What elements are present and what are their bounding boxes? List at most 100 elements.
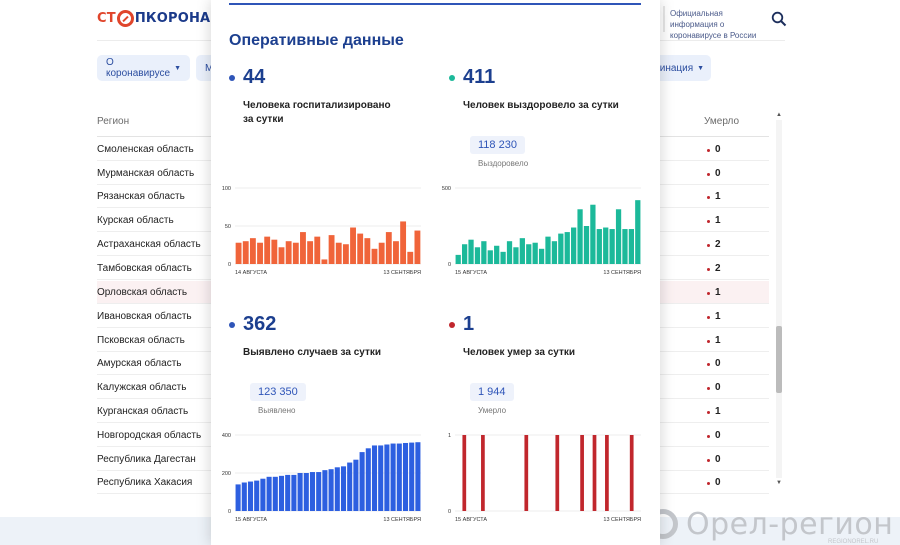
bar [309, 472, 316, 511]
logo-part1: СТ [97, 10, 116, 26]
region-name: Орловская область [97, 287, 188, 298]
table-scrollbar[interactable]: ▲ ▼ [774, 110, 784, 488]
region-name: Новгородская область [97, 430, 202, 441]
bar [260, 478, 266, 511]
died-value: 1 [715, 215, 721, 226]
header-info-text[interactable]: Официальная информация о коронавирусе в … [670, 9, 757, 40]
died-value: 0 [715, 358, 721, 369]
operational-data-panel: Оперативные данные 44 Человека госпитали… [211, 0, 660, 545]
died-value: 0 [715, 454, 721, 465]
column-header-region[interactable]: Регион [97, 116, 130, 127]
died-value: 0 [715, 430, 721, 441]
hospitalized-chart: 0 50 100 14 АВГУСТА 13 СЕНТЯБРЯ [222, 182, 433, 286]
chart-svg: 0 50 100 14 АВГУСТА 13 СЕНТЯБРЯ [222, 186, 421, 276]
y-tick-label: 500 [442, 186, 451, 192]
column-header-died[interactable]: Умерло [704, 116, 740, 127]
logo-part2: ПКОРОНАВИ [134, 10, 232, 26]
bar [271, 239, 278, 264]
died-value: 1 [715, 287, 721, 298]
scroll-track[interactable] [776, 120, 782, 478]
died-value: 1 [715, 406, 721, 417]
bar [384, 444, 390, 511]
cases-total-label: Выявлено [258, 406, 296, 415]
scroll-up-icon[interactable]: ▲ [776, 112, 782, 118]
status-dot [707, 244, 710, 247]
chevron-down-icon: ▼ [174, 64, 181, 72]
nav-label: М [205, 62, 214, 74]
died-value: 2 [715, 239, 721, 250]
region-name: Мурманская область [97, 168, 195, 179]
bar [328, 235, 335, 264]
bar [628, 229, 635, 264]
bar [462, 435, 467, 511]
bar [555, 435, 560, 511]
status-dot [707, 435, 710, 438]
y-tick-label: 200 [222, 471, 231, 477]
bar [414, 230, 421, 264]
status-dot [707, 459, 710, 462]
bar [629, 435, 634, 511]
bar [455, 254, 461, 264]
bar [235, 242, 242, 264]
died-value: 1 [715, 311, 721, 322]
hospitalized-value: 44 [243, 66, 266, 88]
marker-dot [449, 75, 455, 81]
bar [371, 248, 378, 264]
search-icon[interactable] [771, 11, 787, 27]
y-tick-label: 50 [225, 224, 231, 230]
bar [322, 470, 328, 511]
status-dot [707, 196, 710, 199]
bar [506, 241, 513, 264]
bar [558, 233, 564, 264]
bar [350, 227, 356, 264]
bar [278, 475, 285, 511]
bar [409, 442, 415, 511]
bar [494, 245, 500, 264]
y-tick-label: 0 [448, 262, 451, 268]
bar [564, 232, 570, 264]
bar [583, 226, 590, 264]
panel-top-line [229, 3, 641, 5]
bar [285, 474, 291, 511]
chevron-down-icon: ▼ [697, 64, 705, 72]
bar [266, 476, 272, 511]
bar [393, 241, 399, 264]
bar [481, 435, 485, 511]
status-dot [707, 220, 710, 223]
scroll-down-icon[interactable]: ▼ [776, 480, 782, 486]
chart-svg: 0 500 15 АВГУСТА 13 СЕНТЯБРЯ [442, 186, 641, 276]
died-value: 0 [715, 477, 721, 488]
nav-label: О коронавирусе [106, 57, 171, 79]
hospitalized-block: 44 Человека госпитализировано за сутки 0… [222, 64, 433, 294]
bar [328, 469, 334, 511]
y-tick-label: 1 [448, 433, 451, 439]
site-logo[interactable]: СТ ПКОРОНАВИ [97, 8, 231, 28]
bar [400, 221, 407, 264]
bar [622, 229, 628, 264]
died-value: 0 [715, 168, 721, 179]
bar [254, 480, 260, 511]
nav-about-coronavirus[interactable]: О коронавирусе ▼ [97, 55, 190, 81]
status-dot [707, 363, 710, 366]
died-value: 0 [715, 382, 721, 393]
bar [603, 227, 609, 264]
y-tick-label: 0 [228, 262, 231, 268]
bar [390, 443, 396, 511]
scroll-thumb[interactable] [776, 326, 782, 393]
bar [321, 259, 328, 264]
bar [571, 227, 577, 264]
bar [365, 448, 371, 511]
bar [264, 236, 271, 264]
region-name: Амурская область [97, 358, 182, 369]
status-dot [707, 173, 710, 176]
recovered-value: 411 [463, 66, 496, 88]
watermark-subtitle: REGIONOREL.RU [828, 539, 879, 545]
bar [241, 482, 247, 511]
bar [371, 445, 378, 511]
bar [307, 241, 314, 264]
status-dot [707, 149, 710, 152]
cases-total-badge: 123 350 [250, 383, 306, 401]
region-name: Псковская область [97, 335, 185, 346]
bar [378, 445, 384, 511]
x-end-label: 13 СЕНТЯБРЯ [383, 517, 421, 523]
